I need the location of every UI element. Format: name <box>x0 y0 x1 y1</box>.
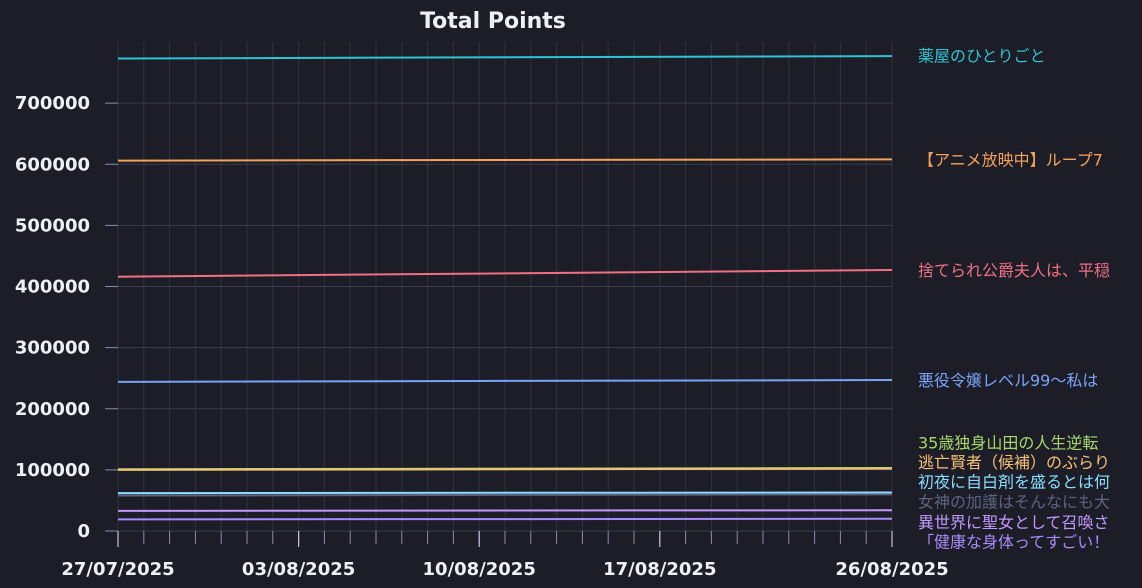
x-tick-label: 17/08/2025 <box>603 559 716 580</box>
y-tick-label: 200000 <box>15 399 90 420</box>
y-axis-ticks: 0 100000 200000 300000 400000 500000 600000 700… <box>15 93 118 542</box>
x-tick-label: 27/07/2025 <box>61 559 174 580</box>
grid <box>117 42 893 532</box>
series-line <box>117 158 893 162</box>
series-line <box>117 491 893 495</box>
y-tick-label: 500000 <box>15 215 90 236</box>
series-label: 悪役令嬢レベル99〜私は <box>918 371 1098 390</box>
x-tick-label: 26/08/2025 <box>835 559 948 580</box>
y-tick-label: 100000 <box>15 460 90 481</box>
y-tick-label: 400000 <box>15 277 90 298</box>
series-lines <box>117 55 893 521</box>
x-tick-label: 10/08/2025 <box>423 559 536 580</box>
x-axis-ticks: 27/07/2025 03/08/2025 10/08/2025 17/08/2025… <box>61 531 949 580</box>
y-tick-label: 600000 <box>15 154 90 175</box>
series-line <box>117 268 893 278</box>
y-tick-label: 0 <box>77 521 90 542</box>
y-tick-label: 300000 <box>15 338 90 359</box>
series-label: 異世界に聖女として召喚さ <box>918 513 1110 532</box>
series-line <box>117 517 893 521</box>
series-line <box>117 55 893 60</box>
series-label: 35歳独身山田の人生逆転 <box>918 433 1098 452</box>
series-label: 「健康な身体ってすごい！ <box>918 532 1109 551</box>
series-label: 薬屋のひとりごと <box>918 46 1046 65</box>
chart-title: Total Points <box>420 9 566 34</box>
series-line <box>117 509 893 512</box>
series-label: 初夜に自白剤を盛るとは何 <box>918 472 1110 491</box>
y-tick-label: 700000 <box>15 93 90 114</box>
series-label: 逃亡賢者（候補）のぶらり <box>918 453 1110 472</box>
series-label: 女神の加護はそんなにも大 <box>918 493 1110 512</box>
x-tick-label: 03/08/2025 <box>242 559 355 580</box>
series-label: 捨てられ公爵夫人は、平穏 <box>918 261 1110 280</box>
series-line <box>117 467 893 471</box>
series-label: 【アニメ放映中】ループ7 <box>918 150 1103 169</box>
series-line <box>117 493 893 497</box>
series-labels: 薬屋のひとりごと【アニメ放映中】ループ7 捨てられ公爵夫人は、平穏悪役令嬢レベル9… <box>918 46 1110 551</box>
series-line <box>117 379 893 383</box>
